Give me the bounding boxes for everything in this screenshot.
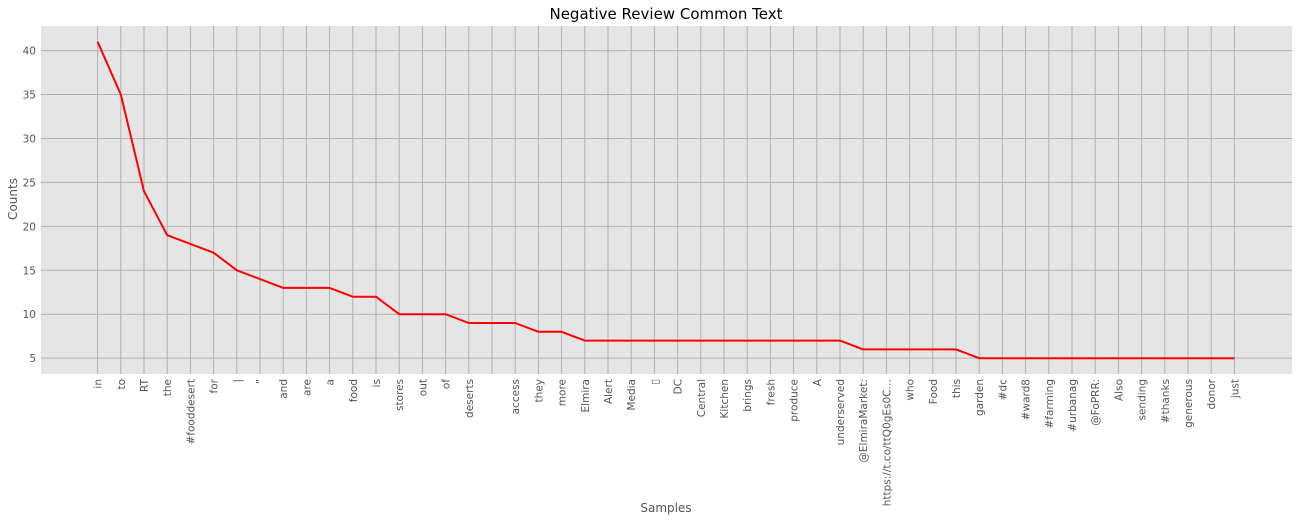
y-axis-label: Counts [6,178,20,220]
y-tick-label: 20 [23,221,36,233]
x-tick-label: garden [974,379,986,416]
x-tick-label: to [116,379,128,390]
x-axis-label: Samples [640,501,691,515]
y-tick-label: 25 [23,177,36,189]
x-tick-label: Alert [603,379,615,404]
x-tick-label: #thanks [1160,379,1172,423]
y-tick-label: 30 [23,133,36,145]
x-tick-label: Food [928,379,940,404]
x-tick-label: stores [394,379,406,411]
y-tick-label: 35 [23,90,36,102]
series-line [96,41,1235,360]
x-tick-label: A [812,378,824,386]
x-tick-label: are [301,379,313,396]
x-tick-label: #fooddesert [185,379,197,445]
x-tick-label: food [348,379,360,402]
x-tick-label: #urbanag [1067,379,1079,432]
x-tick-label: for [209,378,221,393]
x-tick-label: Central [696,379,708,417]
x-tick-label: DC [673,379,685,394]
x-tick-labels: in to RT the #fooddesert for | " and are a food is st… [93,378,1242,506]
x-tick-label: RT [139,378,151,392]
x-tick-label: " [255,379,267,384]
x-tick-label: | [232,379,244,383]
x-tick-label: sending [1137,379,1149,421]
x-tick-label: Media [626,379,638,411]
x-tick-label: access [510,379,522,414]
chart-title: Negative Review Common Text [549,5,782,23]
x-tick-label: they [533,379,545,402]
x-tick-label: out [417,379,429,396]
y-tick-label: 5 [29,353,36,365]
x-tick-label: the [162,379,174,396]
x-tick-label: fresh [765,379,777,405]
y-tick-labels: 5 10 15 20 25 30 35 40 [23,46,36,366]
x-tick-label: ▯ [649,379,661,385]
x-tick-label: https://t.co/ttQ0gEs0C… [881,379,893,506]
x-tick-label: @FoPRR: [1090,379,1102,426]
x-tick-label: and [278,379,290,399]
x-tick-label: @ElmiraMarket: [858,379,870,463]
x-tick-label: just [1229,379,1241,399]
x-tick-label: in [93,379,105,389]
x-tick-label: this [951,379,963,398]
plot-background [41,26,1292,374]
x-tick-label: a [325,379,337,385]
y-tick-label: 15 [23,265,36,277]
grid-lines [41,26,1292,374]
x-tick-label: Elmira [580,379,592,412]
x-tick-label: Kitchen [719,379,731,418]
x-tick-label: donor [1206,378,1218,409]
x-tick-label: generous [1183,379,1195,428]
x-tick-label: underserved [835,379,847,445]
series-layer [96,41,1235,360]
x-tick-label: #farming [1044,379,1056,429]
x-tick-label: Also [1113,379,1125,401]
x-tick-label: who [905,379,917,401]
x-tick-label: brings [742,379,754,412]
x-tick-label: more [557,379,569,406]
x-tick-label: of [441,379,453,389]
y-tick-label: 10 [23,309,36,321]
x-tick-label: #dc [997,379,1009,400]
x-tick-label: deserts [464,379,476,418]
x-tick-label: is [371,379,383,387]
x-tick-label: #ward8 [1021,379,1033,420]
x-tick-label: produce [789,379,801,422]
y-tick-label: 40 [23,46,36,58]
